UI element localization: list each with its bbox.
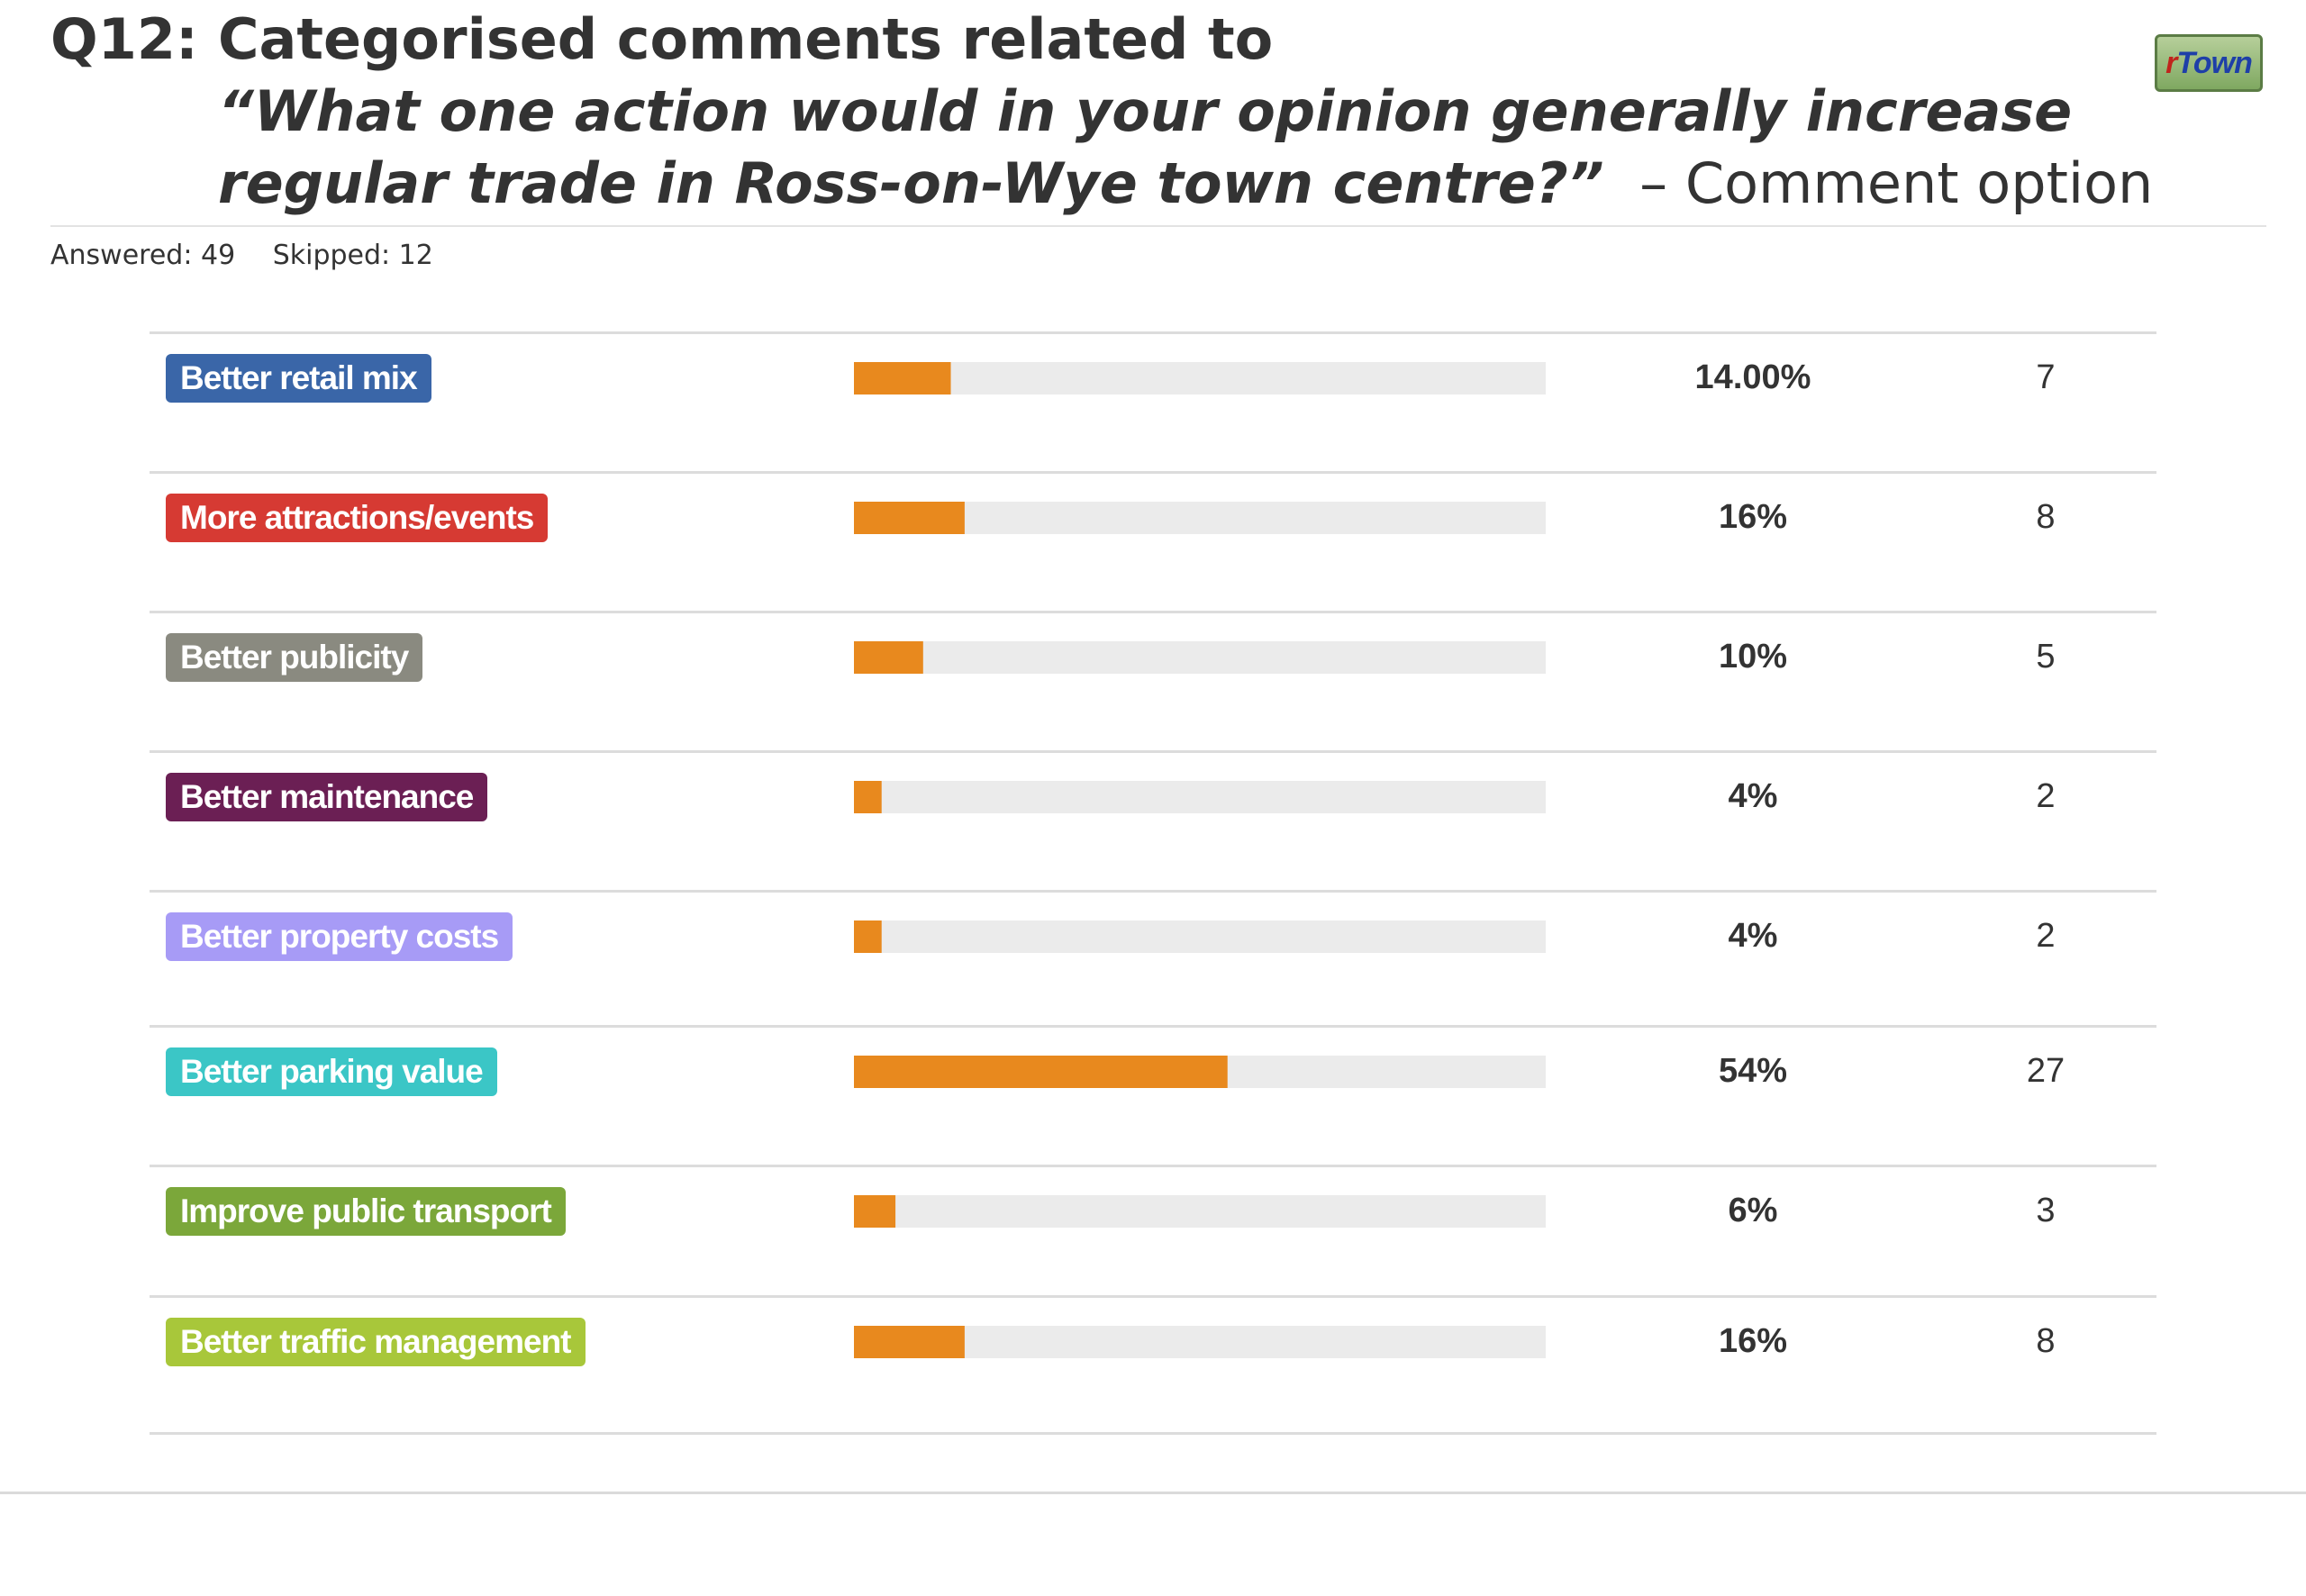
skipped-count: Skipped: 12 (272, 240, 433, 271)
table-top-rule (150, 331, 2156, 334)
bar-fill (854, 362, 951, 394)
question-line-3: regular trade in Ross-on-Wye town centre… (218, 148, 2153, 220)
response-count: 3 (2036, 1192, 2056, 1229)
category-label: Better maintenance (166, 773, 488, 821)
percent-label: 16% (1718, 1322, 1788, 1360)
row-divider (150, 890, 2156, 893)
percent-label: 14.00% (1694, 358, 1811, 396)
question-quote-line-3: regular trade in Ross-on-Wye town centre… (218, 150, 1604, 216)
bar-track (854, 1195, 1546, 1228)
question-suffix: – Comment option (1639, 150, 2154, 216)
response-chart-svg (150, 331, 2156, 1435)
category-label: Better retail mix (166, 354, 431, 403)
question-quote-line-2: “What one action would in your opinion g… (218, 78, 2073, 144)
response-count: 5 (2036, 638, 2056, 676)
footer-divider (0, 1492, 2306, 1494)
bar-track (854, 502, 1546, 534)
bar-fill (854, 781, 882, 813)
category-label: Better traffic management (166, 1318, 586, 1366)
row-divider (150, 1025, 2156, 1028)
question-line-1: Categorised comments related to (218, 6, 1274, 72)
percent-label: 4% (1728, 777, 1778, 815)
category-label: Improve public transport (166, 1187, 566, 1236)
percent-label: 4% (1728, 917, 1778, 955)
response-count: 8 (2036, 1322, 2056, 1360)
row-divider (150, 471, 2156, 474)
answered-count: Answered: 49 (50, 240, 236, 271)
response-count: 8 (2036, 498, 2056, 536)
response-count: 2 (2036, 777, 2056, 815)
rtown-logo-button[interactable]: r Town (2155, 34, 2263, 92)
response-chart: Better retail mix 14.00% 7 More attractions… (150, 331, 2156, 1439)
question-text: Categorised comments related to “What on… (218, 4, 2153, 220)
response-stats: Answered: 49 Skipped: 12 (50, 240, 433, 271)
bar-track (854, 920, 1546, 953)
bar-fill (854, 1326, 965, 1358)
category-label: Better property costs (166, 912, 513, 961)
bar-track (854, 1326, 1546, 1358)
percent-label: 10% (1718, 638, 1788, 676)
response-count: 7 (2036, 358, 2056, 396)
header-divider (50, 225, 2266, 227)
percent-label: 6% (1728, 1192, 1778, 1229)
bar-fill (854, 641, 923, 674)
category-label: Better publicity (166, 633, 423, 682)
percent-label: 54% (1718, 1052, 1788, 1090)
bar-fill (854, 502, 965, 534)
row-divider (150, 1165, 2156, 1167)
bar-track (854, 781, 1546, 813)
row-divider (150, 750, 2156, 753)
bar-track (854, 362, 1546, 394)
percent-label: 16% (1718, 498, 1788, 536)
bar-fill (854, 1056, 1228, 1088)
bar-track (854, 641, 1546, 674)
question-number: Q12: (50, 6, 198, 72)
response-count: 2 (2036, 917, 2056, 955)
logo-prefix: r (2165, 45, 2177, 80)
row-divider (150, 1295, 2156, 1298)
logo-text: Town (2176, 45, 2252, 80)
bar-fill (854, 1195, 896, 1228)
category-label: Better parking value (166, 1047, 497, 1096)
category-label: More attractions/events (166, 494, 549, 542)
response-count: 27 (2026, 1052, 2065, 1090)
bar-fill (854, 920, 882, 953)
row-divider (150, 611, 2156, 613)
row-divider (150, 1432, 2156, 1435)
